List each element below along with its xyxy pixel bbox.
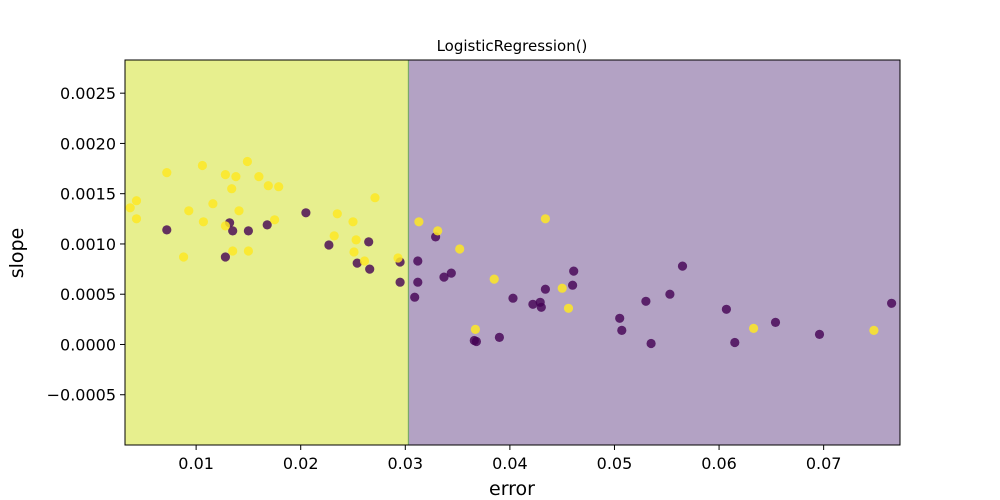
- scatter-point-class-1: [433, 226, 443, 236]
- scatter-point-class-1: [489, 274, 499, 284]
- scatter-point-class-1: [242, 156, 252, 167]
- scatter-point-class-0: [446, 268, 456, 278]
- scatter-point-class-1: [351, 235, 361, 245]
- scatter-point-class-1: [749, 323, 759, 333]
- scatter-point-class-0: [536, 302, 546, 312]
- scatter-point-class-0: [730, 337, 740, 348]
- x-axis-label: error: [489, 478, 535, 500]
- scatter-point-class-0: [615, 313, 625, 323]
- scatter-point-class-0: [439, 272, 449, 282]
- scatter-point-class-0: [162, 225, 172, 235]
- scatter-point-class-1: [470, 324, 480, 334]
- x-tick-label: 0.02: [283, 454, 319, 473]
- decision-region-class-1: [125, 60, 409, 445]
- scatter-point-class-1: [263, 181, 273, 191]
- scatter-point-class-1: [393, 253, 403, 263]
- y-tick-label: −0.0005: [47, 386, 116, 405]
- scatter-point-class-0: [262, 220, 272, 230]
- scatter-point-class-0: [665, 289, 675, 299]
- y-tick-label: 0.0010: [60, 235, 116, 254]
- scatter-point-class-1: [220, 221, 230, 231]
- x-tick-label: 0.06: [701, 454, 737, 473]
- scatter-point-class-0: [617, 325, 627, 335]
- scatter-point-class-0: [220, 252, 230, 262]
- scatter-point-class-0: [395, 277, 405, 287]
- scatter-point-class-1: [270, 215, 280, 225]
- scatter-point-class-1: [131, 214, 142, 224]
- scatter-point-class-0: [413, 256, 423, 266]
- scatter-point-class-1: [563, 303, 574, 313]
- scatter-point-class-0: [228, 226, 238, 236]
- scatter-point-class-1: [125, 203, 135, 213]
- scatter-point-class-0: [410, 292, 420, 302]
- scatter-point-class-1: [198, 217, 208, 227]
- scatter-point-class-0: [677, 261, 688, 271]
- scatter-point-class-1: [869, 325, 879, 335]
- y-tick-label: 0.0020: [60, 134, 116, 153]
- scatter-point-class-1: [455, 244, 465, 254]
- y-tick-label: 0.0000: [60, 335, 116, 354]
- scatter-point-class-0: [770, 317, 781, 327]
- data-points: [125, 156, 897, 349]
- scatter-point-class-1: [540, 214, 551, 224]
- x-tick-label: 0.04: [492, 454, 528, 473]
- scatter-point-class-0: [528, 299, 538, 309]
- scatter-point-class-0: [243, 226, 253, 236]
- scatter-point-class-0: [364, 237, 374, 247]
- scatter-point-class-0: [569, 266, 579, 276]
- scatter-point-class-1: [349, 247, 359, 257]
- x-tick-label: 0.03: [387, 454, 423, 473]
- chart-title: LogisticRegression(): [437, 37, 588, 55]
- scatter-point-class-1: [131, 196, 142, 206]
- x-tick-label: 0.05: [597, 454, 633, 473]
- scatter-point-class-1: [220, 170, 230, 180]
- scatter-point-class-1: [184, 206, 194, 216]
- scatter-point-class-0: [721, 304, 732, 314]
- scatter-point-class-1: [243, 246, 253, 256]
- scatter-point-class-0: [641, 296, 651, 306]
- scatter-point-class-1: [254, 172, 264, 182]
- scatter-point-class-1: [332, 209, 342, 219]
- plot-area: [124, 59, 901, 446]
- scatter-point-class-1: [208, 199, 218, 209]
- scatter-point-class-0: [568, 280, 578, 290]
- scatter-point-class-1: [228, 246, 238, 256]
- scatter-point-class-0: [413, 277, 423, 287]
- scatter-point-class-0: [365, 264, 375, 274]
- scatter-point-class-0: [540, 284, 551, 294]
- scatter-point-class-0: [352, 258, 362, 268]
- scatter-point-class-0: [508, 293, 518, 303]
- scatter-point-class-1: [227, 184, 237, 194]
- y-axis: −0.0005 0.0000 0.0005 0.0010 0.0015 0.0020 0.0…: [47, 84, 125, 405]
- scatter-point-class-1: [162, 168, 172, 178]
- scatter-point-class-1: [348, 217, 358, 227]
- scatter-point-class-1: [231, 172, 241, 182]
- scatter-point-class-1: [179, 252, 189, 262]
- y-axis-label: slope: [6, 228, 28, 279]
- scatter-point-class-0: [814, 329, 825, 339]
- scatter-point-class-1: [414, 217, 424, 227]
- scatter-point-class-1: [557, 283, 567, 293]
- scatter-point-class-1: [359, 256, 370, 266]
- scatter-point-class-1: [274, 182, 284, 192]
- axes-frame: [124, 59, 901, 446]
- x-axis: 0.01 0.02 0.03 0.04 0.05 0.06 0.07: [178, 445, 841, 473]
- x-tick-label: 0.07: [806, 454, 842, 473]
- scatter-point-class-0: [324, 240, 334, 250]
- scatter-point-class-0: [471, 336, 481, 347]
- x-tick-label: 0.01: [178, 454, 214, 473]
- scatter-point-class-1: [329, 231, 339, 241]
- scatter-point-class-1: [234, 206, 244, 216]
- y-tick-label: 0.0025: [60, 84, 116, 103]
- scatter-point-class-1: [370, 193, 380, 203]
- y-tick-label: 0.0015: [60, 185, 116, 204]
- scatter-point-class-1: [197, 160, 207, 171]
- y-tick-label: 0.0005: [60, 285, 116, 304]
- scatter-point-class-0: [887, 298, 897, 308]
- scatter-point-class-0: [646, 338, 656, 349]
- scatter-point-class-0: [301, 208, 311, 218]
- decision-region-class-0: [408, 60, 900, 445]
- scatter-point-class-0: [494, 332, 504, 342]
